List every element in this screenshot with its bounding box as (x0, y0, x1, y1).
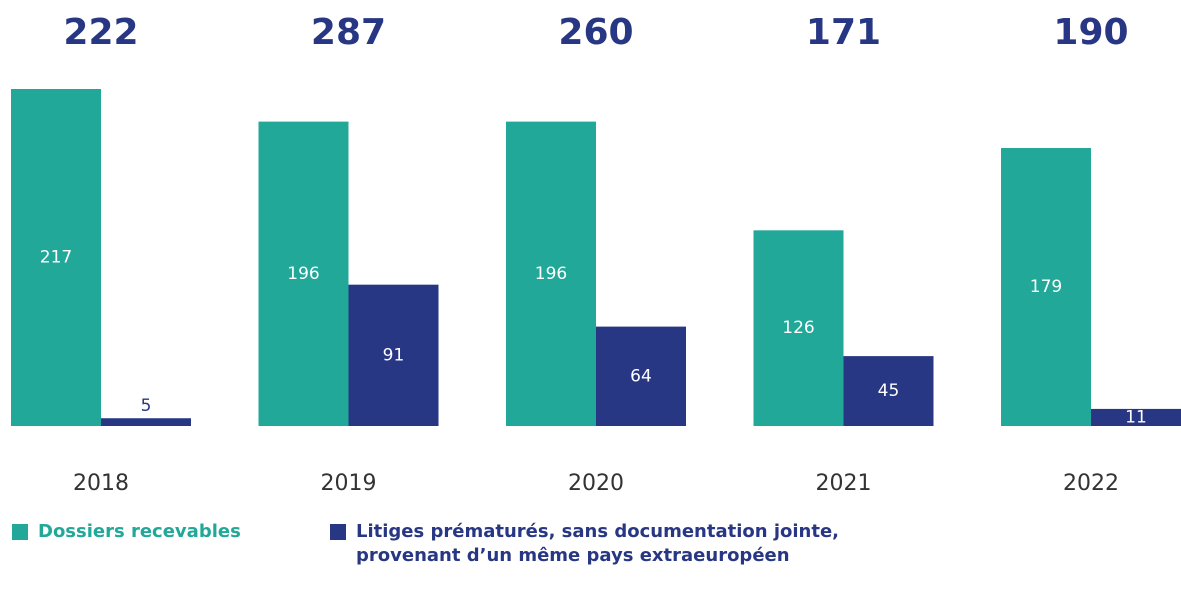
value-label: 196 (287, 264, 319, 284)
value-label: 217 (40, 248, 72, 268)
bar (1091, 408, 1181, 426)
value-label: 126 (782, 318, 814, 338)
x-tick-label: 2018 (73, 471, 129, 496)
bar (348, 284, 439, 426)
legend-item: Dossiers recevables (12, 520, 241, 544)
value-label: 11 (1125, 407, 1147, 427)
total-label: 222 (63, 12, 138, 53)
chart: 222 2018 217 5 287 2019 196 91 260 2020 196 64 171 20… (11, 12, 1181, 496)
value-label: 196 (535, 264, 567, 284)
value-label: 64 (630, 366, 652, 386)
total-label: 190 (1053, 12, 1128, 53)
legend-label: Dossiers recevables (38, 521, 241, 542)
value-label: 45 (878, 381, 900, 401)
total-label: 260 (558, 12, 633, 53)
bar (843, 356, 934, 426)
x-tick-label: 2020 (568, 471, 624, 496)
legend-item: Litiges prématurés, sans documentation j… (330, 520, 890, 568)
value-label: 179 (1030, 277, 1062, 297)
x-tick-label: 2022 (1063, 471, 1119, 496)
legend-label: Litiges prématurés, sans documentation j… (356, 521, 839, 566)
x-tick-label: 2021 (816, 471, 872, 496)
x-tick-label: 2019 (321, 471, 377, 496)
legend-swatch (330, 524, 346, 540)
bar (101, 418, 191, 426)
total-label: 287 (311, 12, 386, 53)
total-label: 171 (806, 12, 881, 53)
value-label: 5 (141, 396, 152, 416)
bar (11, 89, 101, 426)
bar (753, 230, 844, 426)
bar (1001, 148, 1091, 426)
bar (596, 326, 686, 426)
value-label: 91 (383, 345, 405, 365)
bar (258, 121, 349, 426)
legend-swatch (12, 524, 28, 540)
bar (506, 121, 596, 426)
